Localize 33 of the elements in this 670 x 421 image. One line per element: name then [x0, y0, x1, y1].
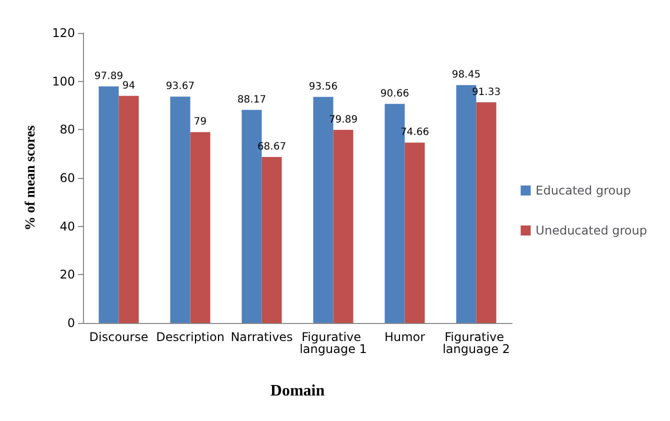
- y-tick-label: 80: [60, 122, 75, 137]
- data-label: 93.56: [308, 81, 338, 92]
- y-axis-title: % of mean scores: [24, 124, 38, 231]
- data-label: 94: [122, 80, 136, 92]
- x-tick-label: Discourse: [89, 330, 148, 344]
- bar: [118, 96, 139, 323]
- y-tick-label: 120: [52, 26, 75, 40]
- x-tick-label: Figurative language 1: [300, 330, 367, 356]
- y-tick-label: 0: [67, 316, 75, 330]
- bar: [98, 86, 119, 323]
- x-tick-label: Figurative language 2: [442, 330, 510, 356]
- data-label: 93.67: [166, 81, 195, 92]
- x-tick-label: Narratives: [230, 330, 293, 344]
- bar: [333, 130, 354, 323]
- data-label: 79: [194, 116, 207, 128]
- y-tick-label: 60: [60, 171, 75, 185]
- y-tick-label: 100: [52, 74, 75, 88]
- data-label: 88.17: [237, 94, 266, 106]
- data-label: 90.66: [380, 88, 410, 100]
- x-tick-label: Description: [156, 330, 224, 344]
- y-tick-label: 40: [60, 219, 75, 234]
- x-tick-label: Humor: [384, 330, 426, 344]
- y-tick-label: 20: [60, 268, 75, 282]
- bar: [404, 142, 425, 323]
- bar: [262, 157, 282, 323]
- legend-label: Educated group: [536, 184, 631, 198]
- x-axis-title: Domain: [270, 382, 325, 400]
- bar: [476, 102, 496, 323]
- data-label: 98.45: [452, 70, 481, 81]
- bar: [190, 132, 210, 323]
- bar: [170, 96, 190, 323]
- data-label: 97.89: [94, 70, 124, 82]
- legend-label: Uneducated group: [536, 224, 648, 238]
